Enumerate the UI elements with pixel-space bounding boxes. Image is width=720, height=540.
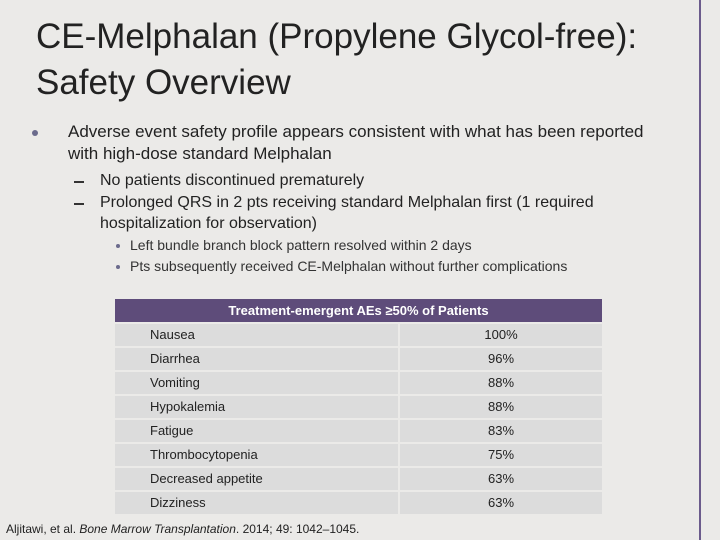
percent-patients: 100% <box>400 324 602 346</box>
percent-patients: 63% <box>400 468 602 490</box>
adverse-event: Hypokalemia <box>115 396 398 418</box>
sub-sub-bullet: Pts subsequently received CE-Melphalan w… <box>130 258 568 274</box>
ae-table: Treatment-emergent AEs ≥50% of Patients … <box>115 299 602 514</box>
citation-authors: Aljitawi, et al. <box>6 522 77 536</box>
percent-patients: 75% <box>400 444 602 466</box>
citation-journal: Bone Marrow Transplantation <box>79 522 236 536</box>
percent-patients: 88% <box>400 396 602 418</box>
slide-title: CE-Melphalan (Propylene Glycol-free): Sa… <box>36 17 638 102</box>
adverse-event: Fatigue <box>115 420 398 442</box>
dash-marker <box>74 181 84 183</box>
table-row: Vomiting 88% <box>115 372 602 394</box>
table-row: Decreased appetite 63% <box>115 468 602 490</box>
bullet-marker <box>116 265 120 269</box>
accent-line <box>699 0 701 540</box>
adverse-event: Nausea <box>115 324 398 346</box>
bullet-marker <box>32 130 38 136</box>
adverse-event: Decreased appetite <box>115 468 398 490</box>
table-row: Dizziness 63% <box>115 492 602 514</box>
percent-patients: 63% <box>400 492 602 514</box>
adverse-event: Diarrhea <box>115 348 398 370</box>
table-row: Diarrhea 96% <box>115 348 602 370</box>
percent-patients: 96% <box>400 348 602 370</box>
citation: Aljitawi, et al. Bone Marrow Transplanta… <box>6 522 360 536</box>
percent-patients: 83% <box>400 420 602 442</box>
adverse-event: Dizziness <box>115 492 398 514</box>
table-row: Hypokalemia 88% <box>115 396 602 418</box>
bullet: Adverse event safety profile appears con… <box>68 122 644 163</box>
sub-sub-bullet: Left bundle branch block pattern resolve… <box>130 237 472 253</box>
table-row: Nausea 100% <box>115 324 602 346</box>
adverse-event: Vomiting <box>115 372 398 394</box>
percent-patients: 88% <box>400 372 602 394</box>
sub-bullet: Prolonged QRS in 2 pts receiving standar… <box>100 194 594 232</box>
bullet-marker <box>116 244 120 248</box>
adverse-event: Thrombocytopenia <box>115 444 398 466</box>
dash-marker <box>74 203 84 205</box>
table-row: Thrombocytopenia 75% <box>115 444 602 466</box>
citation-details: 2014; 49: 1042–1045. <box>242 522 360 536</box>
sub-bullet: No patients discontinued prematurely <box>100 172 365 189</box>
table-header: Treatment-emergent AEs ≥50% of Patients <box>115 299 602 322</box>
table-row: Fatigue 83% <box>115 420 602 442</box>
